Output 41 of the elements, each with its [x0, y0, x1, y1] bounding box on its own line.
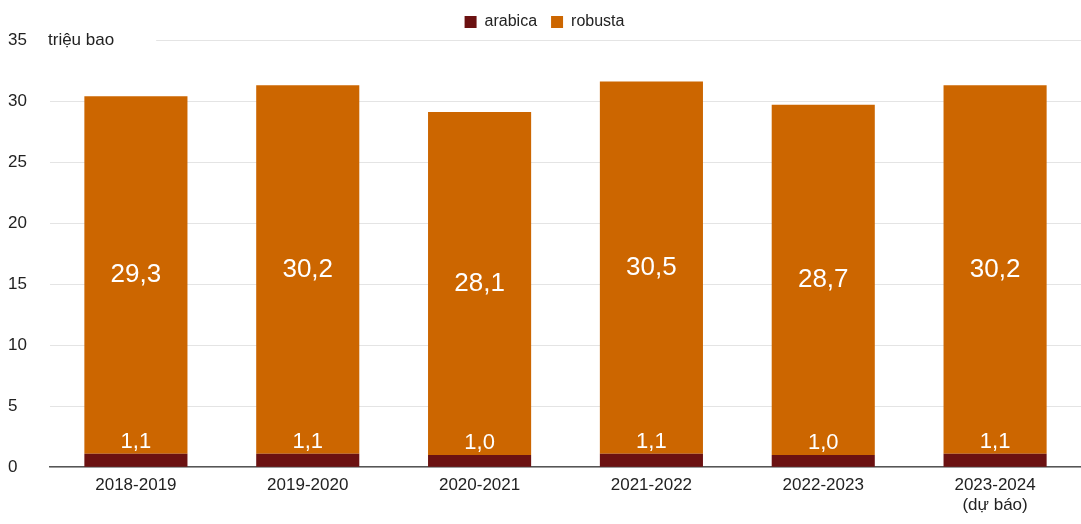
bar	[256, 453, 360, 467]
data-label: 30,2	[969, 252, 1021, 283]
bar	[428, 454, 532, 467]
x-tick-label: 2018-2019	[95, 475, 177, 495]
data-label: 1,1	[120, 427, 152, 453]
bar	[599, 453, 703, 467]
bar	[599, 81, 703, 454]
data-label: 1,1	[979, 427, 1011, 453]
y-tick-label: 5	[8, 395, 18, 415]
y-tick-label: 20	[8, 212, 27, 232]
data-label: 1,1	[292, 427, 324, 453]
bar	[771, 454, 875, 467]
bar	[84, 96, 188, 454]
data-label: 1,0	[464, 429, 495, 455]
data-label: 28,7	[797, 263, 849, 294]
bar	[943, 85, 1047, 454]
y-tick-label: 25	[8, 151, 27, 171]
bar	[84, 453, 188, 467]
x-tick-label: 2020-2021	[438, 475, 521, 495]
data-label: 30,2	[282, 252, 334, 283]
bar	[256, 85, 360, 454]
bar	[943, 453, 1047, 467]
y-tick-label: 10	[8, 334, 27, 354]
x-tick-label: 2022-2023	[782, 475, 864, 495]
y-tick-label: 0	[8, 456, 18, 476]
x-tick-label: 2023-2024 (dự báo)	[954, 475, 1036, 515]
data-label: 1,0	[807, 429, 839, 455]
data-label: 29,3	[110, 258, 162, 289]
legend-label: robusta	[571, 12, 625, 30]
bar	[771, 104, 875, 455]
y-axis-title: triệu bao	[48, 29, 115, 49]
legend-label: arabica	[484, 12, 538, 30]
data-label: 30,5	[626, 250, 677, 281]
data-label: 28,1	[454, 266, 505, 297]
x-tick-label: 2019-2020	[267, 475, 349, 495]
bar	[428, 112, 532, 455]
y-tick-label: 35	[8, 29, 27, 49]
y-tick-label: 15	[8, 273, 27, 293]
data-label: 1,1	[636, 427, 667, 453]
x-tick-label: 2021-2022	[610, 475, 693, 495]
y-tick-label: 30	[8, 90, 27, 110]
